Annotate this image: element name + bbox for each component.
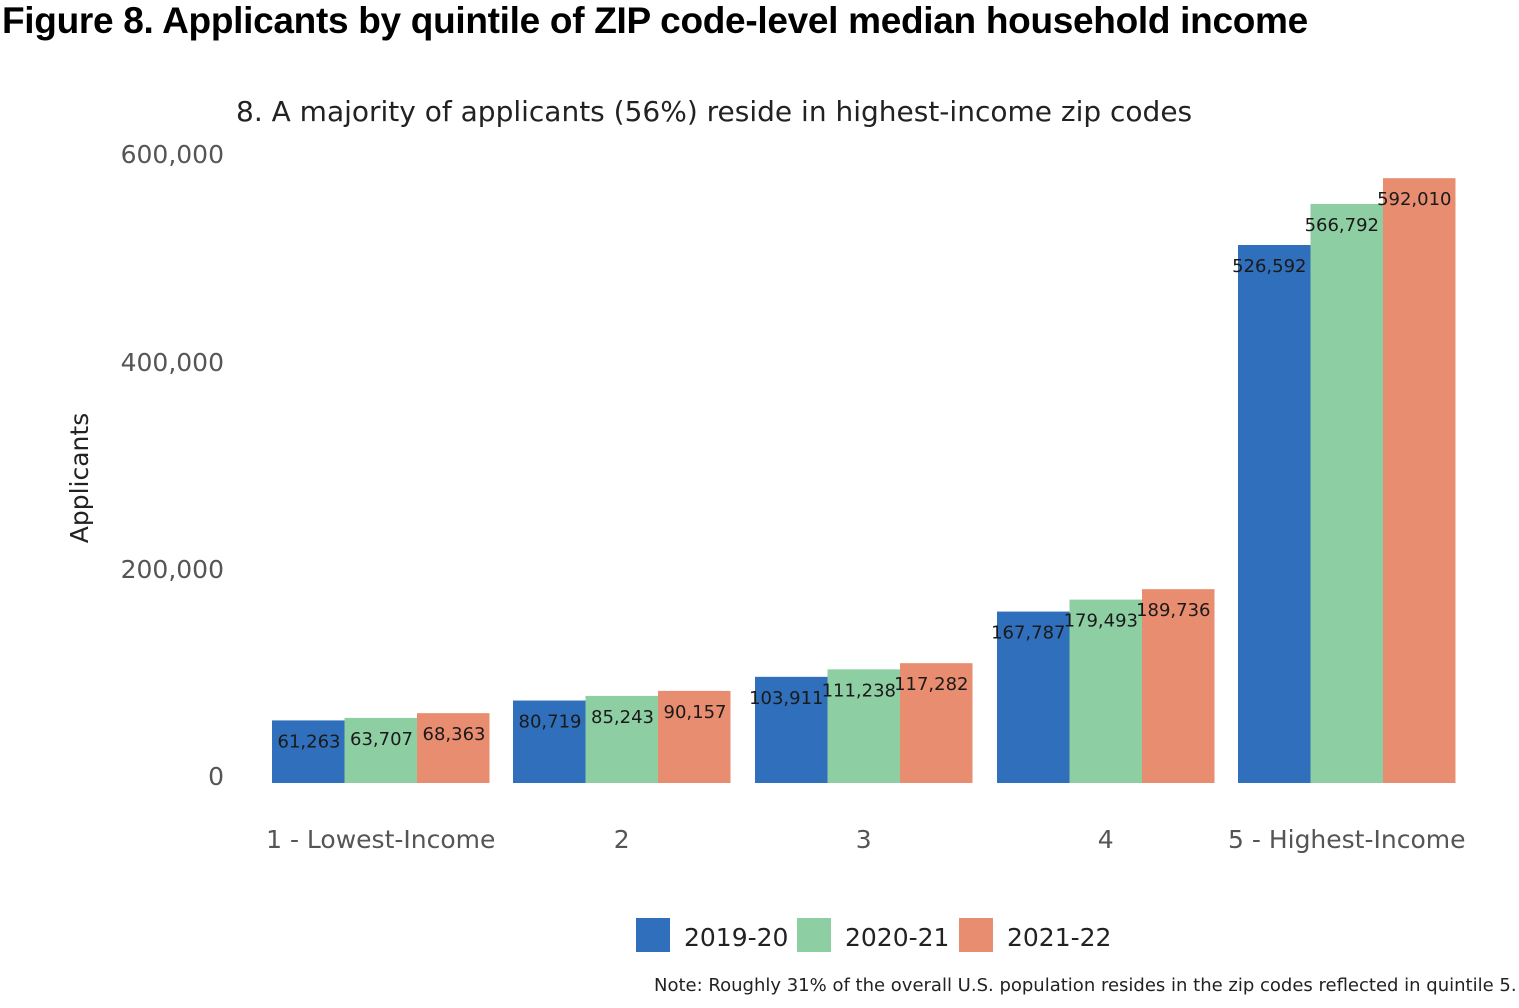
legend-label: 2020-21	[845, 923, 949, 952]
x-tick-label: 1 - Lowest-Income	[266, 825, 495, 854]
y-axis-label: Applicants	[65, 413, 94, 543]
bar	[1383, 178, 1456, 784]
bar	[997, 611, 1070, 783]
x-tick-label: 2	[614, 825, 630, 854]
bar-value-label: 111,238	[822, 680, 896, 701]
bar	[1069, 599, 1142, 783]
bar-value-label: 117,282	[894, 674, 968, 695]
figure-title: Figure 8. Applicants by quintile of ZIP …	[2, 0, 1308, 41]
legend-swatch	[959, 918, 993, 952]
bar-value-label: 85,243	[591, 707, 654, 728]
y-axis-ticks: 0 200,000 400,000 600,000	[121, 140, 224, 791]
bar	[344, 717, 417, 783]
y-tick-label: 200,000	[121, 555, 224, 584]
legend-swatch	[797, 918, 831, 952]
bar	[658, 690, 731, 783]
bar-value-label: 63,707	[350, 729, 413, 750]
bar	[513, 700, 586, 783]
bar	[900, 663, 973, 783]
bar-value-label: 90,157	[664, 702, 727, 723]
bar-value-label: 179,493	[1064, 611, 1138, 632]
x-axis-ticks: 1 - Lowest-Income 2 3 4 5 - Highest-Income	[266, 825, 1465, 854]
bar	[1142, 589, 1215, 783]
bar	[755, 676, 828, 783]
bar-value-label: 189,736	[1136, 600, 1210, 621]
bar-value-label: 167,787	[991, 623, 1065, 644]
y-tick-label: 600,000	[121, 140, 224, 169]
bar-value-label: 526,592	[1232, 256, 1306, 277]
bars-group	[272, 178, 1456, 784]
x-tick-label: 3	[856, 825, 872, 854]
legend-label: 2021-22	[1007, 923, 1111, 952]
bar-value-label: 68,363	[423, 724, 486, 745]
bar	[1238, 244, 1311, 783]
bar	[585, 695, 658, 783]
legend-label: 2019-20	[684, 923, 788, 952]
bar-value-label: 592,010	[1377, 189, 1451, 210]
x-tick-label: 4	[1098, 825, 1114, 854]
bar	[1310, 203, 1383, 784]
legend: 2019-20 2020-21 2021-22	[636, 918, 1111, 952]
x-tick-label: 5 - Highest-Income	[1228, 825, 1466, 854]
bar-value-label: 566,792	[1305, 215, 1379, 236]
y-tick-label: 0	[208, 762, 224, 791]
y-tick-label: 400,000	[121, 348, 224, 377]
bar	[417, 713, 490, 783]
bar-value-label: 80,719	[519, 712, 582, 733]
bar	[827, 669, 900, 783]
bar	[272, 720, 345, 783]
bar-value-labels: 61,263 63,707 68,363 80,719 85,243 90,157 103,…	[278, 189, 1452, 752]
bar-value-label: 103,911	[749, 688, 823, 709]
footnote: Note: Roughly 31% of the overall U.S. po…	[654, 975, 1517, 996]
chart-title: 8. A majority of applicants (56%) reside…	[236, 95, 1192, 128]
legend-swatch	[636, 918, 670, 952]
bar-value-label: 61,263	[278, 731, 341, 752]
